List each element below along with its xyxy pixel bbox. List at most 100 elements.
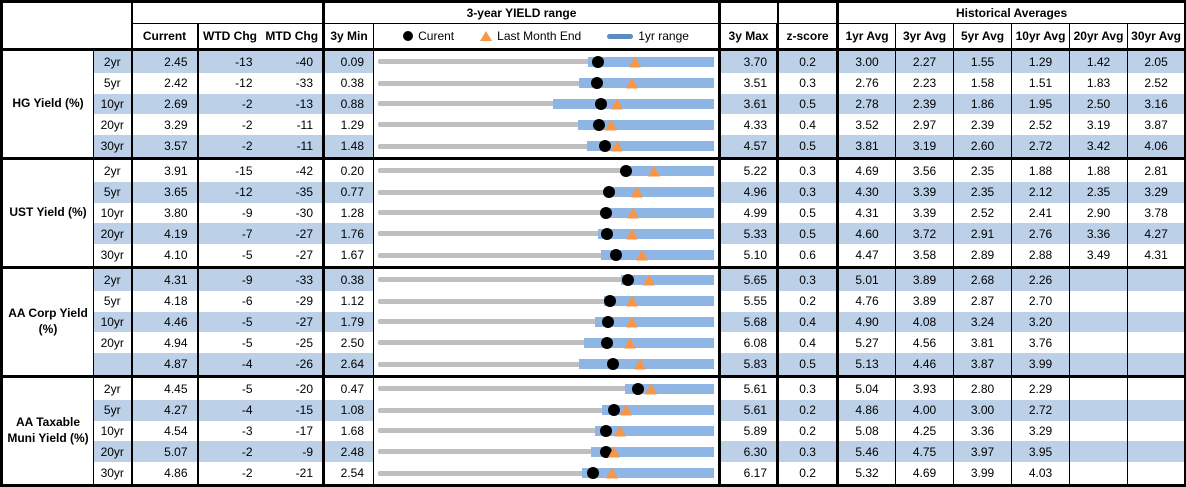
table-row: 30yr 3.57 -2 -11 1.48 4.57 0.5 3.81 3.19 2.60 2.72… (2, 135, 1186, 159)
section: UST Yield (%) 2yr 3.91 -15 -42 0.20 5.22 0.3 4.6… (1, 158, 1186, 268)
avg-cell: 2.12 (1011, 181, 1070, 203)
avg-cell: 3.36 (1069, 223, 1128, 245)
mtd-chg-cell: -20 (295, 381, 314, 396)
avg-cell: 4.08 (895, 311, 954, 333)
avg-cell (1127, 290, 1186, 312)
avg-cell: 5.32 (836, 462, 896, 486)
table-row: 5yr 3.65 -12 -35 0.77 4.96 0.3 4.30 3.39 2.35 2.12… (2, 181, 1186, 203)
three-year-track (378, 231, 714, 237)
avg-cell: 4.03 (1011, 462, 1070, 486)
current-cell: 2.45 (130, 49, 198, 73)
tenor-label: 5yr (93, 72, 132, 94)
last-month-end-marker (605, 119, 618, 131)
range-chart-cell (373, 353, 720, 377)
current-marker (620, 164, 633, 177)
group-label: AA Taxable Muni Yield (%) (1, 376, 94, 486)
last-month-end-marker (628, 56, 641, 68)
range-chart-cell (373, 223, 720, 245)
mtd-chg-cell: -27 (261, 223, 324, 245)
wtd-chg-cell: -4 (196, 399, 262, 421)
avg-cell: 3.00 (953, 399, 1012, 421)
z-score-cell: 0.3 (776, 441, 838, 463)
table-row: 5yr 4.27 -4 -15 1.08 5.61 0.2 4.86 4.00 3.00 2.72 (2, 399, 1186, 421)
one-year-range-bar (578, 78, 714, 89)
mtd-chg-cell: -26 (261, 353, 324, 377)
current-marker (586, 467, 599, 480)
table-row: 30yr 4.10 -5 -27 1.67 5.10 0.6 4.47 3.58 2.89 2.88… (2, 244, 1186, 268)
tenor-label: 10yr (93, 202, 132, 224)
last-month-end-marker (607, 446, 620, 458)
avg-cell: 4.86 (836, 399, 896, 421)
table-row: UST Yield (%) 2yr 3.91 -15 -42 0.20 5.22 0.3 4.6… (1, 158, 1186, 268)
last-month-end-marker (643, 274, 656, 286)
z-score-cell: 0.3 (776, 158, 838, 182)
min-3y-cell: 1.79 (322, 311, 374, 333)
z-score-cell: 0.5 (776, 135, 838, 159)
avg-cell: 1.83 (1069, 72, 1128, 94)
min-3y-cell: 2.54 (322, 462, 374, 486)
avg-cell: 4.46 (895, 353, 954, 377)
wtd-chg-cell: -2 (196, 462, 262, 486)
col-header-20yr-avg: 20yr Avg (1069, 23, 1128, 50)
z-score-cell: 0.2 (776, 49, 838, 73)
avg-cell: 3.19 (895, 135, 954, 159)
avg-cell: 3.93 (895, 376, 954, 400)
avg-cell: 3.78 (1127, 202, 1186, 224)
min-3y-cell: 1.68 (322, 420, 374, 442)
section: AA Corp Yield (%) 2yr 4.31 -9 -33 0.38 5.65 0.3… (1, 267, 1186, 377)
last-month-end-marker (644, 383, 657, 395)
avg-cell: 2.50 (1069, 93, 1128, 115)
current-cell: 3.91 (130, 158, 198, 182)
tenor-label: 20yr (93, 114, 132, 136)
avg-cell: 3.16 (1127, 93, 1186, 115)
avg-cell: 4.69 (836, 158, 896, 182)
avg-cell: 3.87 (1127, 114, 1186, 136)
avg-cell: 2.72 (1011, 135, 1070, 159)
one-year-range-bar (577, 119, 714, 130)
avg-cell: 3.99 (1011, 353, 1070, 377)
wtd-chg-cell: -5 (196, 311, 262, 333)
avg-cell: 1.95 (1011, 93, 1070, 115)
col-header-mtd-chg: MTD Chg (261, 23, 324, 50)
tenor-label: 30yr (93, 135, 132, 159)
min-3y-cell: 1.12 (322, 290, 374, 312)
last-month-end-legend-icon (480, 31, 493, 41)
avg-cell (1127, 311, 1186, 333)
last-month-end-marker (624, 337, 637, 349)
bullet-chart (375, 244, 719, 266)
range-chart-cell (373, 311, 720, 333)
avg-cell: 1.88 (1011, 158, 1070, 182)
avg-cell: 4.25 (895, 420, 954, 442)
wtd-chg-cell: -4 (196, 353, 262, 377)
avg-cell: 2.81 (1127, 158, 1186, 182)
avg-cell (1127, 353, 1186, 377)
mtd-chg-cell: -30 (295, 205, 314, 220)
bullet-chart (375, 421, 719, 442)
max-3y-cell: 3.61 (718, 93, 778, 115)
three-year-track (378, 428, 714, 434)
avg-cell: 2.97 (895, 114, 954, 136)
legend-1yr-range-label: 1yr range (638, 29, 689, 43)
current-cell: 4.31 (130, 267, 198, 291)
last-month-end-marker (619, 404, 632, 416)
current-marker (603, 295, 616, 308)
max-3y-cell: 5.65 (718, 267, 778, 291)
table-row: 30yr 4.86 -2 -21 2.54 6.17 0.2 5.32 4.69 3.99 4.03 (2, 462, 1186, 486)
min-3y-cell: 0.47 (322, 376, 374, 400)
avg-cell: 4.30 (836, 181, 896, 203)
one-year-range-bar (598, 228, 714, 239)
avg-cell: 4.47 (836, 244, 896, 268)
current-cell: 4.86 (130, 462, 198, 486)
tenor-label: 2yr (93, 158, 132, 182)
avg-cell: 2.05 (1127, 49, 1186, 73)
mtd-chg-cell: -25 (295, 335, 314, 350)
table-row: 10yr 4.54 -3 -17 1.68 5.89 0.2 5.08 4.25 3.36 3.29 (2, 420, 1186, 442)
wtd-chg-cell: -2 (196, 135, 262, 159)
max-3y-cell: 5.33 (718, 223, 778, 245)
wtd-chg-cell: -5 (196, 332, 262, 354)
wtd-chg-cell: -2 (196, 441, 262, 463)
min-3y-cell: 1.48 (322, 135, 374, 159)
current-cell: 3.80 (130, 202, 198, 224)
last-month-end-marker (630, 186, 643, 198)
